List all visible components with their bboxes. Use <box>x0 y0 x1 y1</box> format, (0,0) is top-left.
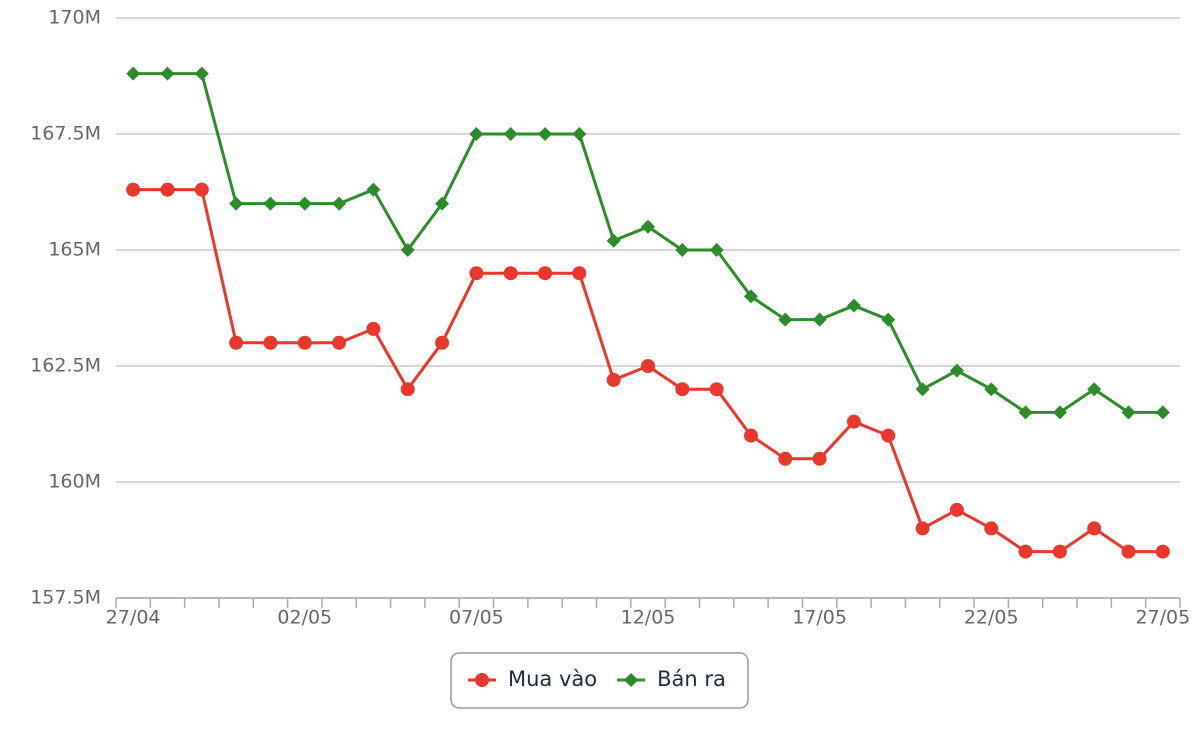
point <box>1052 405 1067 420</box>
point <box>538 127 553 141</box>
y-tick-label: 165M <box>48 239 101 261</box>
point <box>229 196 244 211</box>
point <box>194 66 209 81</box>
point <box>778 451 793 466</box>
point <box>126 182 141 197</box>
point <box>641 219 655 234</box>
point <box>1018 544 1033 559</box>
point <box>1087 382 1102 397</box>
legend-label: Mua vào <box>508 667 597 691</box>
legend-box <box>450 652 749 709</box>
point <box>984 521 999 536</box>
point <box>881 312 896 327</box>
point <box>812 312 827 327</box>
point <box>881 428 896 443</box>
point <box>297 196 312 211</box>
point <box>229 335 244 350</box>
point <box>675 243 690 257</box>
x-tick-label: 17/05 <box>792 607 847 629</box>
point <box>984 382 999 397</box>
point <box>1087 521 1102 536</box>
point <box>949 363 964 378</box>
point <box>606 372 621 387</box>
x-tick-label: 12/05 <box>621 607 676 629</box>
point <box>160 66 175 81</box>
point <box>503 266 518 281</box>
point <box>709 243 724 257</box>
point <box>332 335 347 350</box>
y-tick-label: 160M <box>48 471 101 493</box>
point <box>366 321 381 336</box>
point <box>846 298 861 313</box>
point <box>1121 405 1136 420</box>
point <box>846 414 861 429</box>
point <box>743 428 758 443</box>
x-tick-label: 07/05 <box>449 607 504 629</box>
y-tick-label: 167.5M <box>30 123 101 145</box>
point <box>1018 405 1033 420</box>
point <box>400 243 415 257</box>
point <box>400 382 415 397</box>
legend-label: Bán ra <box>657 667 726 691</box>
point <box>1052 544 1067 559</box>
point <box>949 502 964 517</box>
point <box>469 266 484 281</box>
point <box>263 196 278 211</box>
y-tick-label: 157.5M <box>30 587 101 609</box>
point <box>1121 544 1136 559</box>
point <box>126 66 141 81</box>
point <box>915 382 930 397</box>
point <box>297 335 312 350</box>
legend-marker <box>624 673 639 687</box>
point <box>1155 544 1170 559</box>
point <box>469 127 484 141</box>
x-tick-label: 27/04 <box>106 607 161 629</box>
point <box>675 382 690 397</box>
point <box>435 196 450 211</box>
point <box>743 289 758 304</box>
point <box>503 127 518 141</box>
point <box>332 196 347 211</box>
point <box>812 451 827 466</box>
y-tick-label: 162.5M <box>30 355 101 377</box>
point <box>194 182 209 197</box>
y-tick-label: 170M <box>48 7 101 29</box>
point <box>641 359 655 373</box>
point <box>572 266 587 281</box>
point <box>915 521 930 536</box>
point <box>366 182 381 197</box>
point <box>1155 405 1170 420</box>
point <box>606 233 621 248</box>
point <box>263 335 278 350</box>
point <box>709 382 724 397</box>
point <box>538 266 553 281</box>
x-tick-label: 27/05 <box>1135 607 1190 629</box>
point <box>572 127 587 141</box>
legend-marker <box>475 673 489 687</box>
x-tick-label: 02/05 <box>277 607 332 629</box>
point <box>778 312 793 327</box>
point <box>160 182 175 197</box>
point <box>435 335 450 350</box>
x-tick-label: 22/05 <box>964 607 1019 629</box>
